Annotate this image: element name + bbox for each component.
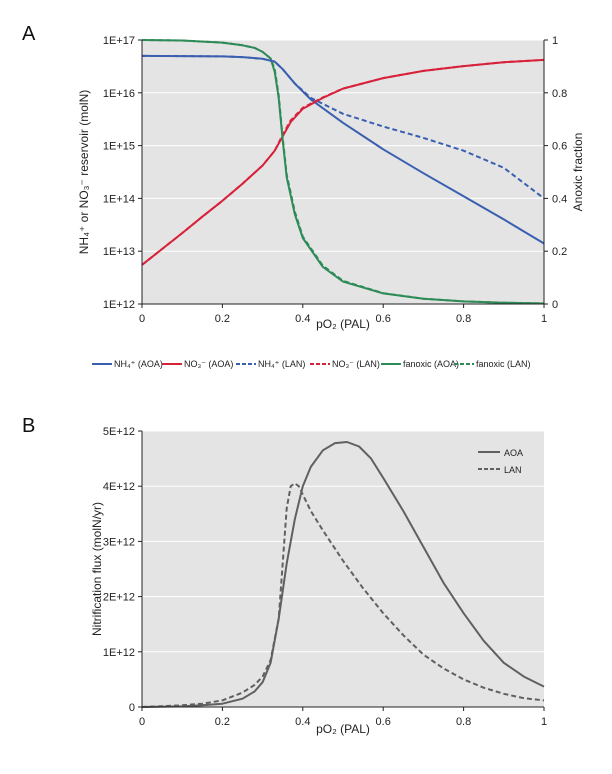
panel-b-plot-area	[142, 431, 544, 707]
panel-a-y2-tick-label: 0.8	[552, 88, 567, 100]
panel-a-legend-label: NO₃⁻ (LAN)	[332, 359, 380, 369]
panel-a-series-line	[141, 39, 545, 305]
panel-b-x-label: pO₂ (PAL)	[316, 722, 370, 736]
panel-a-y-tick-label: 1E+15	[103, 141, 135, 153]
panel-b-gridlines	[142, 430, 544, 653]
panel-a-legend: NH₄⁺ (AOA) NO₃⁻ (AOA) NH₄⁺ (LAN) NO₃⁻ (LAN)…	[92, 359, 531, 369]
panel-b-x-tick-label: 0.8	[456, 716, 471, 728]
panel-a-gridlines	[142, 39, 544, 252]
panel-a-y-ticks: 1E+12 1E+13 1E+14 1E+15 1E+16 1E+17	[103, 35, 142, 311]
panel-b-y-tick-label: 4E+12	[103, 481, 135, 493]
panel-a-letter: A	[22, 23, 36, 45]
panel-a-series	[141, 39, 545, 305]
panel-a-y2-tick-label: 0.4	[552, 193, 567, 205]
panel-b-y-tick-label: 1E+12	[103, 647, 135, 659]
panel-b-series-line	[141, 441, 545, 708]
panel-a-series-line	[141, 58, 545, 266]
panel-b-y-tick-label: 3E+12	[103, 536, 135, 548]
panel-a-plot-area	[142, 40, 544, 304]
panel-a-x-ticks: 0 0.2 0.4 0.6 0.8 1	[139, 304, 547, 325]
panel-b-x-tick-label: 0.4	[295, 716, 310, 728]
panel-b-y-ticks: 0 1E+12 2E+12 3E+12 4E+12 5E+12	[103, 426, 142, 714]
panel-b: B 0 0.2 0.4 0.6 0.8 1 0 1E+12 2E+12 3E+12 4E+12 5E…	[22, 415, 547, 736]
panel-b-x-tick-label: 0.2	[215, 716, 230, 728]
panel-a-y-tick-label: 1E+17	[103, 35, 135, 47]
panel-a-y-tick-label: 1E+12	[103, 299, 135, 311]
panel-b-letter: B	[22, 415, 35, 437]
panel-b-y-tick-label: 5E+12	[103, 426, 135, 438]
panel-a-x-tick-label: 1	[541, 313, 547, 325]
panel-b-x-ticks: 0 0.2 0.4 0.6 0.8 1	[139, 707, 547, 728]
panel-a-x-tick-label: 0.2	[215, 313, 230, 325]
panel-a-series-line	[141, 54, 545, 200]
panel-a-y2-tick-label: 0.6	[552, 141, 567, 153]
panel-b-y-tick-label: 2E+12	[103, 592, 135, 604]
panel-b-series	[141, 441, 545, 708]
panel-a-x-tick-label: 0.4	[295, 313, 310, 325]
panel-a-y2-label: Anoxic fraction	[571, 133, 585, 212]
panel-b-legend-label: AOA	[504, 448, 523, 458]
panel-b-legend: AOA LAN	[478, 448, 523, 475]
panel-a-legend-label: NH₄⁺ (AOA)	[114, 359, 163, 369]
panel-a-y2-tick-label: 1	[552, 35, 558, 47]
panel-b-series-line	[141, 482, 545, 708]
panel-b-y-tick-label: 0	[129, 702, 135, 714]
panel-a-legend-label: fanoxic (LAN)	[476, 359, 531, 369]
panel-a-y-tick-label: 1E+14	[103, 193, 135, 205]
panel-a-x-tick-label: 0	[139, 313, 145, 325]
panel-a-legend-label: NH₄⁺ (LAN)	[258, 359, 305, 369]
panel-b-legend-label: LAN	[504, 465, 522, 475]
panel-b-x-tick-label: 1	[541, 716, 547, 728]
panel-a: A 0 0.2 0.4 0.6 0.8 1 1E+121E+131E+141E+151E+…	[22, 23, 585, 369]
panel-a-y-tick-label: 1E+16	[103, 88, 135, 100]
panel-a-y-label: NH₄⁺ or NO₃⁻ reservoir (molN)	[77, 90, 91, 254]
panel-a-y2-tick-label: 0.2	[552, 246, 567, 258]
panel-b-x-tick-label: 0	[139, 716, 145, 728]
panel-a-y-tick-label: 1E+13	[103, 246, 135, 258]
panel-a-legend-label: fanoxic (AOA)	[403, 359, 459, 369]
panel-a-y2-tick-label: 0	[552, 299, 558, 311]
panel-b-x-tick-label: 0.6	[376, 716, 391, 728]
panel-a-x-tick-label: 0.6	[376, 313, 391, 325]
panel-a-legend-label: NO₃⁻ (AOA)	[184, 359, 233, 369]
panel-a-x-label: pO₂ (PAL)	[316, 317, 370, 331]
panel-a-x-tick-label: 0.8	[456, 313, 471, 325]
panel-b-y-label: Nitrification flux (molN/yr)	[90, 502, 104, 636]
panel-a-y2-ticks: 0 0.2 0.4 0.6 0.8 1	[544, 35, 567, 311]
